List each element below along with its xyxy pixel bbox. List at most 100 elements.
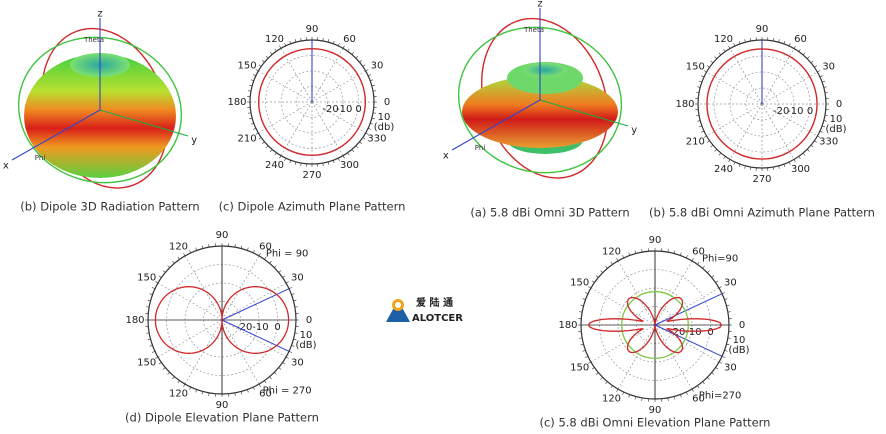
ring-tick (337, 158, 340, 162)
grid-spoke (157, 319, 223, 358)
radial-label: -20 (669, 327, 685, 338)
ring-tick (600, 270, 603, 273)
ring-tick (591, 367, 595, 370)
ring-tick (300, 37, 302, 41)
angle-label: 30 (724, 363, 737, 374)
ring-tick (772, 37, 774, 42)
pattern (154, 286, 290, 354)
angle-label: 240 (265, 160, 284, 171)
ring-tick (793, 45, 796, 49)
angle-label: 150 (570, 278, 589, 289)
pattern-body (462, 76, 618, 148)
ring-tick (697, 261, 700, 265)
ring-tick (289, 160, 292, 164)
ring-tick (727, 337, 731, 339)
ring-tick (728, 45, 731, 49)
logo: 爱 陆 通 ALOTCER (386, 296, 463, 324)
unit-label: (db) (374, 122, 395, 133)
ring-tick (264, 380, 267, 384)
ring-tick (359, 141, 362, 145)
pattern (706, 48, 818, 160)
axis-line (99, 109, 189, 137)
ring-tick (355, 145, 359, 149)
ring-tick (351, 52, 355, 55)
ring-tick (293, 299, 297, 302)
axis-label: z (97, 9, 102, 20)
orbit (17, 36, 183, 184)
ring-tick (744, 165, 746, 169)
angle-label: 60 (259, 241, 272, 252)
ring-tick (600, 377, 603, 380)
angle-label: 330 (367, 134, 386, 145)
ring-tick (819, 130, 823, 133)
phi-line (654, 324, 723, 357)
ring-tick (370, 79, 374, 82)
grid-spoke (617, 324, 656, 390)
ring-tick (368, 127, 372, 130)
ring-tick (255, 132, 259, 135)
ring-tick (622, 391, 624, 395)
ring-tick (274, 152, 277, 156)
ring-tick (701, 130, 705, 133)
ring-tick (726, 343, 730, 346)
phi-line (221, 319, 290, 352)
angle-label: 180 (227, 97, 246, 108)
ring-tick (698, 125, 702, 128)
radial-label: 0 (274, 322, 280, 333)
ring-tick (284, 158, 287, 162)
ring-tick (714, 56, 717, 59)
caption: (c) Dipole Azimuth Plane Pattern (219, 200, 406, 214)
angle-label: 90 (756, 24, 769, 35)
ring-tick (269, 376, 272, 380)
ring-tick (610, 261, 613, 265)
caption: (d) Dipole Elevation Plane Pattern (125, 411, 319, 425)
ring-tick (351, 149, 355, 152)
grid-spoke (184, 319, 223, 385)
phi-label: Phi = 90 (266, 248, 309, 259)
ring-tick (279, 155, 282, 159)
ring-tick (288, 351, 292, 353)
angle-label: 120 (714, 34, 733, 45)
ring-tick (783, 164, 786, 168)
ring-tick (697, 120, 701, 122)
ring-tick (824, 92, 829, 94)
grid-spoke (221, 255, 260, 321)
angle-label: 150 (238, 61, 257, 72)
ring-tick (695, 114, 700, 116)
ring-tick (177, 380, 180, 384)
angle-label: 0 (739, 320, 745, 331)
radial-label: -10 (685, 327, 701, 338)
ring-tick (269, 149, 273, 152)
grid-spoke (706, 71, 763, 105)
ring-tick (616, 388, 619, 392)
ring-tick (274, 265, 277, 268)
ring-tick (258, 383, 261, 387)
ring-tick (284, 42, 287, 46)
ring-tick (373, 90, 377, 92)
ring-tick (605, 265, 608, 269)
ring-tick (252, 127, 256, 130)
ring-tick (788, 43, 791, 47)
ring-tick (783, 40, 786, 44)
ring-tick (362, 64, 366, 67)
ring-tick (327, 161, 330, 165)
angle-label: 150 (570, 363, 589, 374)
angle-label: 150 (686, 62, 705, 73)
ring-tick (822, 125, 826, 128)
ring-tick (710, 60, 714, 64)
axis-label: y (191, 135, 197, 146)
ring-tick (628, 252, 630, 256)
ring-tick (146, 332, 150, 334)
ring-tick (285, 281, 289, 284)
ring-tick (294, 306, 298, 308)
ring-tick (252, 74, 256, 77)
ring-tick (819, 75, 823, 78)
angle-label: 180 (125, 315, 144, 326)
ring-tick (288, 287, 292, 289)
axis-label: x (443, 151, 449, 162)
caption: (a) 5.8 dBi Omni 3D Pattern (470, 206, 629, 220)
ring-tick (702, 265, 705, 269)
ring-tick (250, 122, 254, 125)
ring-tick (793, 159, 796, 163)
